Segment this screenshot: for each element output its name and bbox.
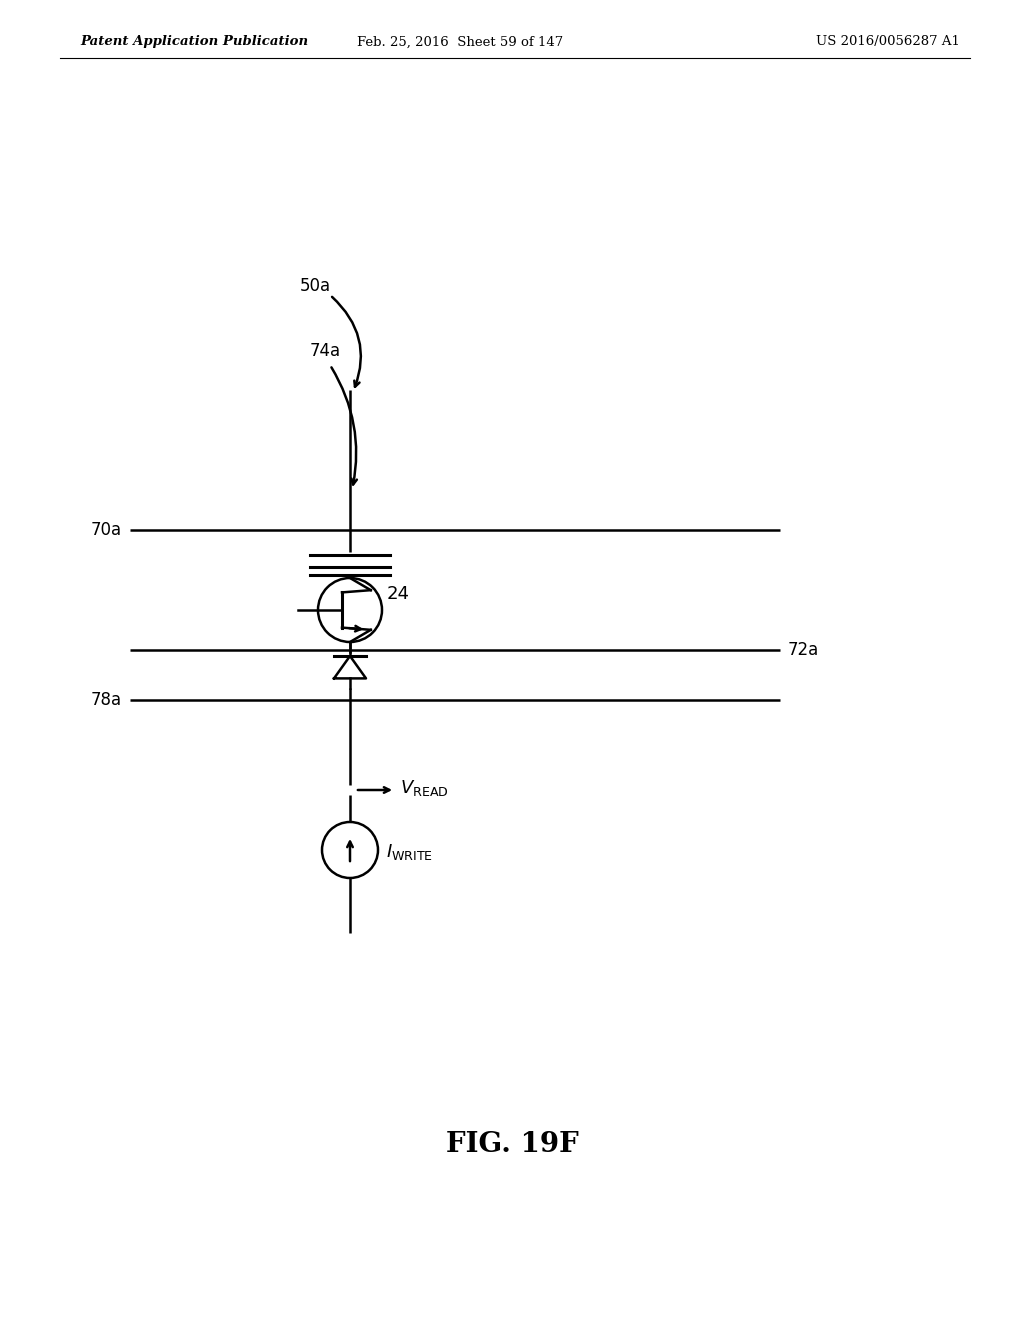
Text: $I_\mathrm{WRITE}$: $I_\mathrm{WRITE}$ xyxy=(386,842,433,862)
Text: 72a: 72a xyxy=(788,642,819,659)
Text: 50a: 50a xyxy=(300,277,331,294)
Text: US 2016/0056287 A1: US 2016/0056287 A1 xyxy=(816,36,961,49)
Text: Feb. 25, 2016  Sheet 59 of 147: Feb. 25, 2016 Sheet 59 of 147 xyxy=(357,36,563,49)
Text: 78a: 78a xyxy=(91,690,122,709)
Text: 24: 24 xyxy=(387,585,410,603)
Text: 74a: 74a xyxy=(310,342,341,360)
Text: Patent Application Publication: Patent Application Publication xyxy=(80,36,308,49)
Text: $V_\mathrm{READ}$: $V_\mathrm{READ}$ xyxy=(400,777,449,799)
Text: FIG. 19F: FIG. 19F xyxy=(445,1131,579,1159)
Text: 70a: 70a xyxy=(91,521,122,539)
